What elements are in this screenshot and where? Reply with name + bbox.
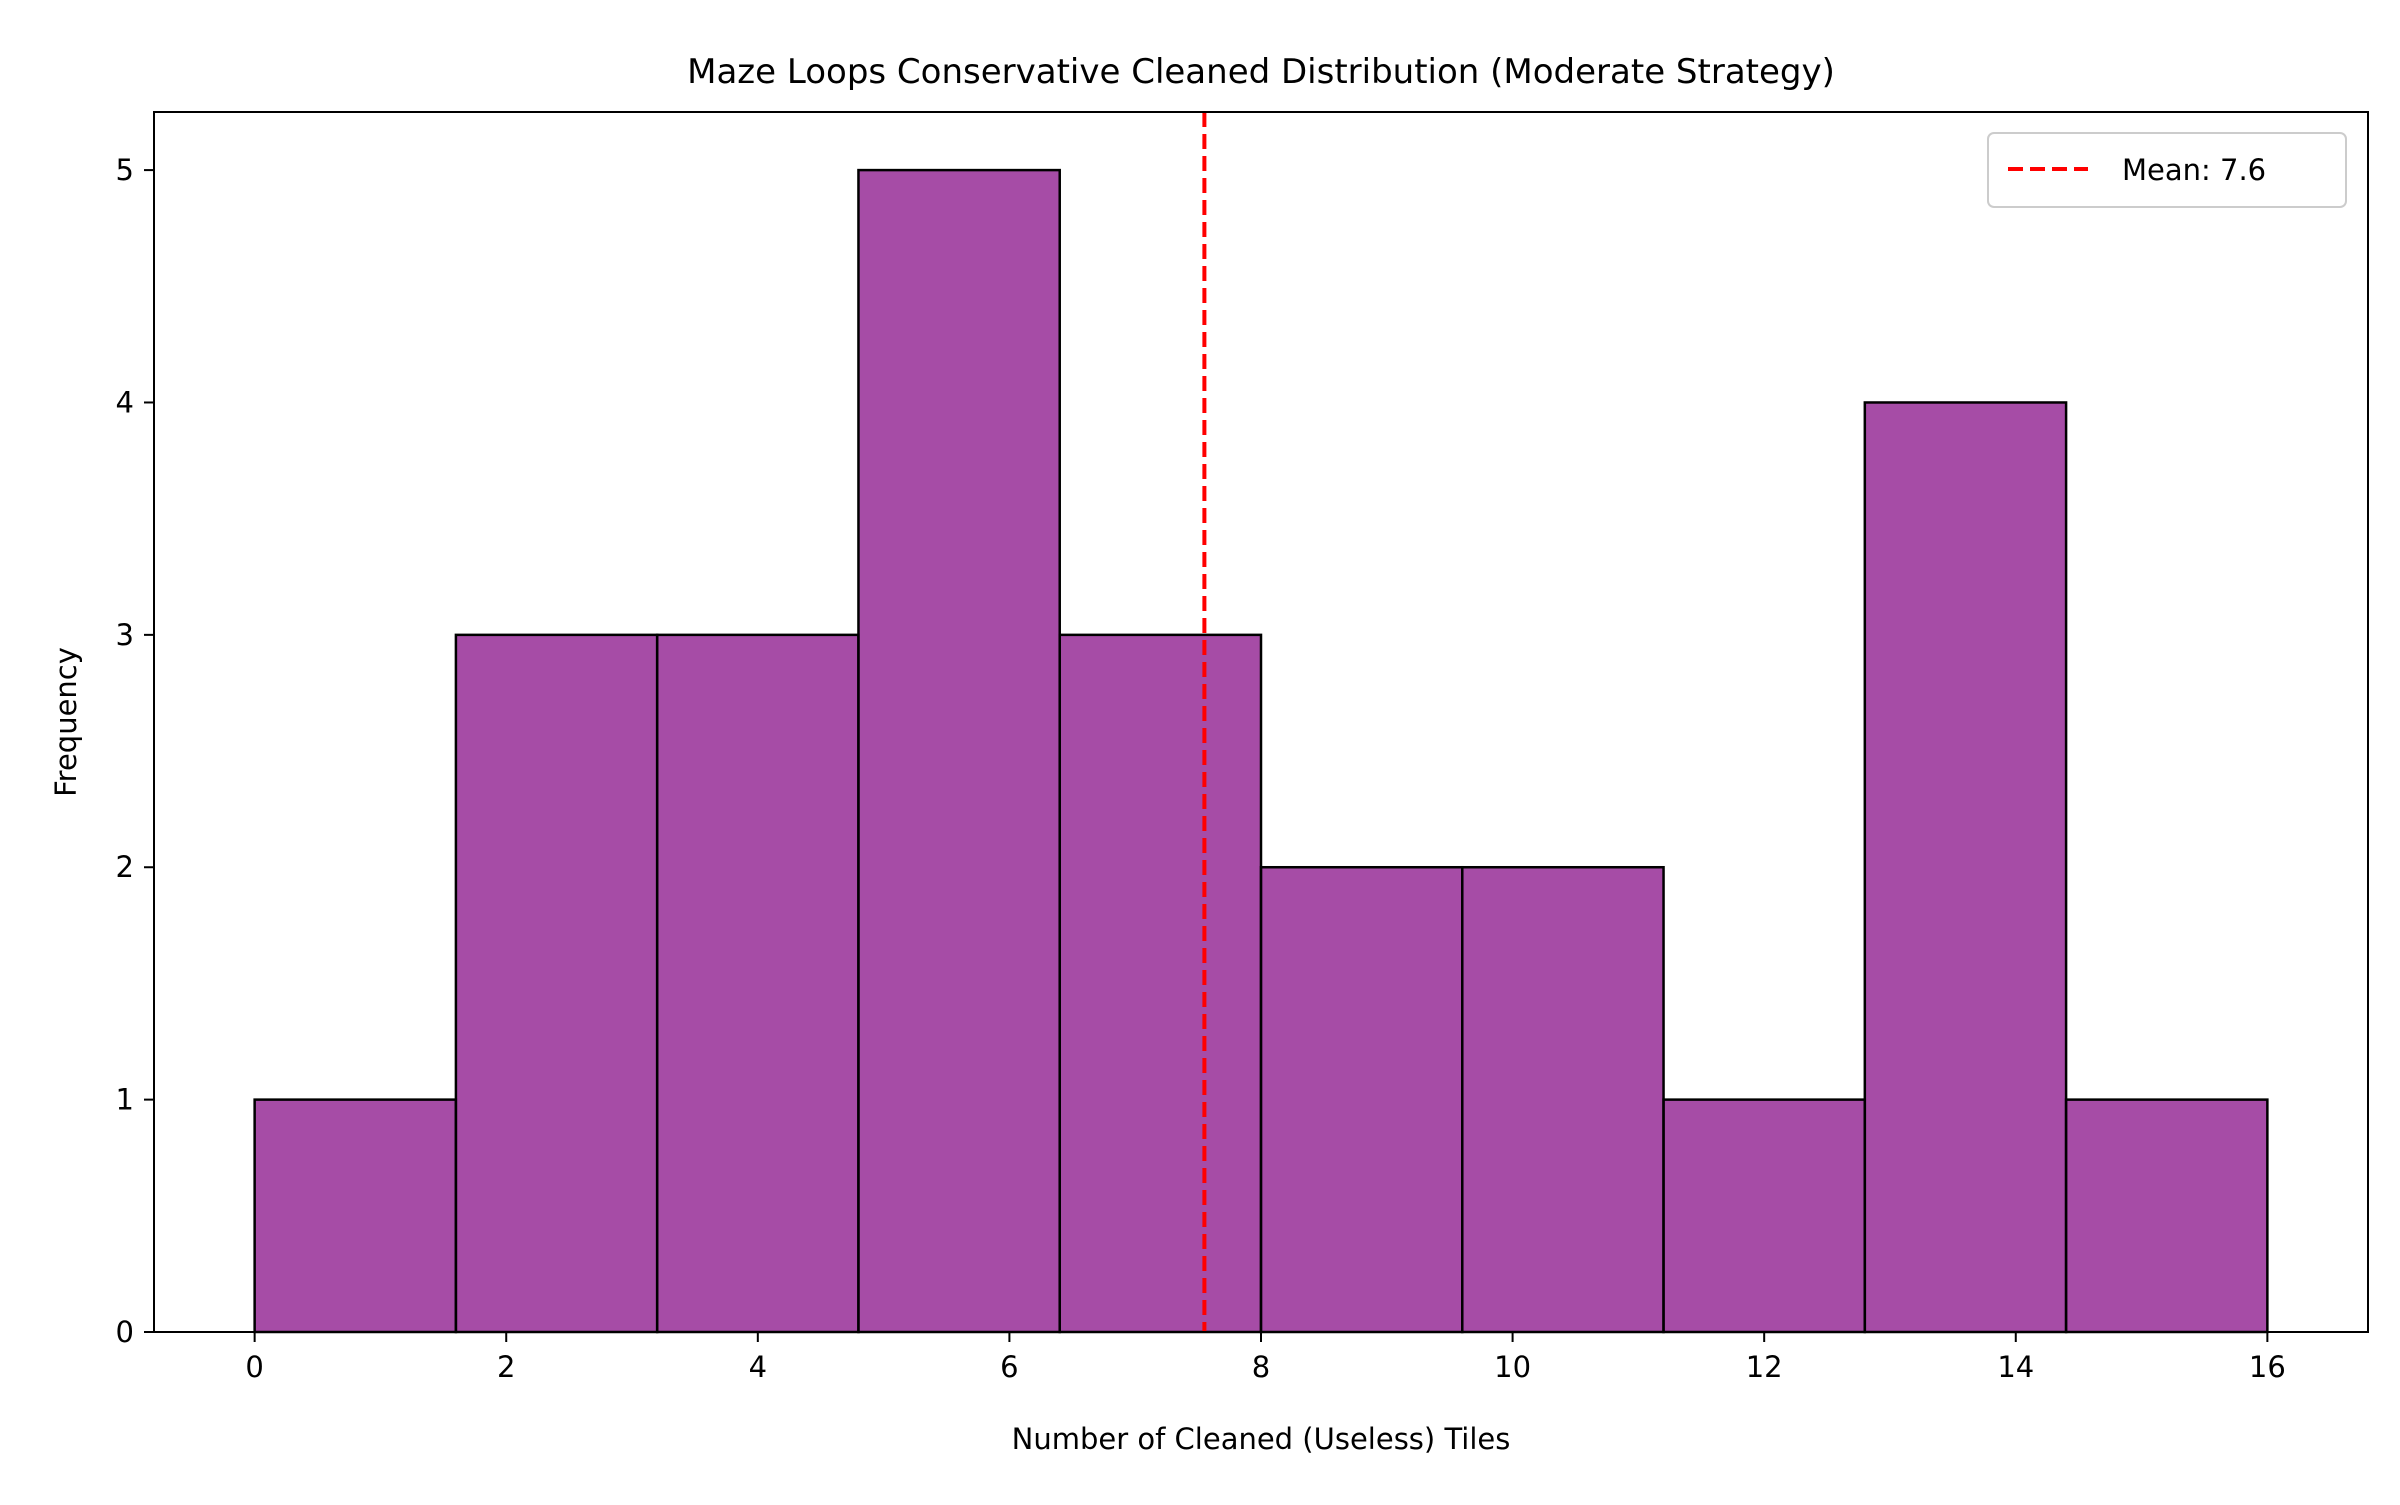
legend-box <box>1987 132 2347 208</box>
x-tick-label: 12 <box>1746 1350 1783 1384</box>
histogram-bar <box>1461 865 1665 1334</box>
histogram-bar <box>2064 1098 2269 1334</box>
histogram-bar <box>253 1098 458 1334</box>
x-tick-label: 16 <box>2249 1350 2286 1384</box>
x-tick-label: 6 <box>1000 1350 1018 1384</box>
x-tick-label: 14 <box>1997 1350 2034 1384</box>
legend: Mean: 7.6 <box>1987 132 2347 208</box>
legend-mean-label: Mean: 7.6 <box>2122 153 2266 187</box>
y-tick-label: 0 <box>116 1315 134 1349</box>
x-axis-ticks: 0 2 4 6 8 10 12 14 16 <box>245 1332 2286 1384</box>
x-axis-label: Number of Cleaned (Useless) Tiles <box>1012 1422 1511 1456</box>
x-tick-label: 0 <box>245 1350 263 1384</box>
y-axis-label: Frequency <box>49 647 83 797</box>
x-tick-label: 4 <box>749 1350 767 1384</box>
y-tick-label: 2 <box>116 850 134 884</box>
y-tick-label: 5 <box>116 153 134 187</box>
histogram-bar <box>655 633 860 1334</box>
y-tick-label: 1 <box>116 1083 134 1117</box>
histogram-bar <box>1058 633 1263 1334</box>
histogram-bar <box>1863 401 2068 1334</box>
chart-title: Maze Loops Conservative Cleaned Distribu… <box>687 52 1835 92</box>
histogram-bar <box>454 633 659 1334</box>
y-tick-label: 3 <box>116 618 134 652</box>
y-tick-label: 4 <box>116 385 134 419</box>
x-tick-label: 8 <box>1252 1350 1270 1384</box>
y-axis-ticks: 0 1 2 3 4 5 <box>116 153 154 1349</box>
histogram-bar <box>1662 1098 1867 1334</box>
histogram-bar <box>1259 865 1464 1334</box>
histogram-bar <box>857 168 1061 1334</box>
bars-layer <box>253 168 2269 1334</box>
x-tick-label: 2 <box>497 1350 515 1384</box>
x-tick-label: 10 <box>1494 1350 1531 1384</box>
